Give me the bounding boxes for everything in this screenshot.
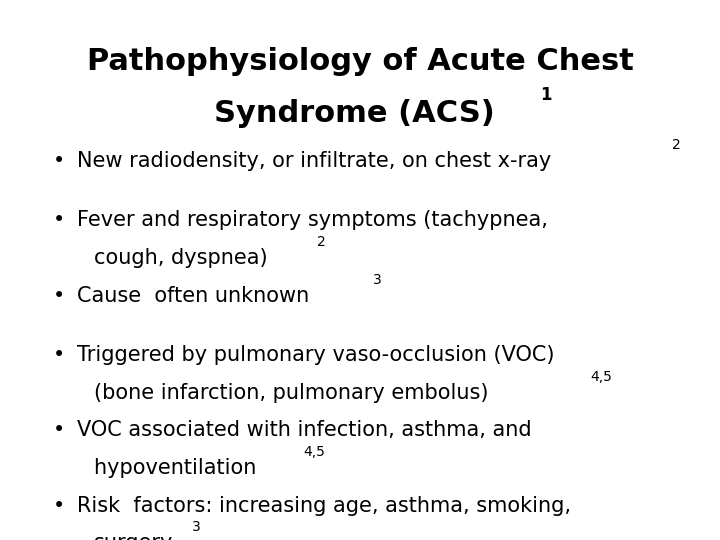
Text: hypoventilation: hypoventilation (94, 458, 263, 478)
Text: VOC associated with infection, asthma, and: VOC associated with infection, asthma, a… (76, 420, 531, 440)
Text: 3: 3 (192, 521, 201, 535)
Text: cough, dyspnea): cough, dyspnea) (94, 248, 274, 268)
Text: 4,5: 4,5 (591, 370, 613, 384)
Text: (bone infarction, pulmonary embolus): (bone infarction, pulmonary embolus) (94, 383, 495, 403)
Text: Triggered by pulmonary vaso-occlusion (VOC): Triggered by pulmonary vaso-occlusion (V… (76, 345, 554, 365)
Text: Syndrome (ACS): Syndrome (ACS) (215, 99, 505, 128)
Text: 4,5: 4,5 (303, 445, 325, 459)
Text: •: • (53, 345, 65, 365)
Text: New radiodensity, or infiltrate, on chest x-ray: New radiodensity, or infiltrate, on ches… (76, 151, 557, 171)
Text: •: • (53, 496, 65, 516)
Text: Risk  factors: increasing age, asthma, smoking,: Risk factors: increasing age, asthma, sm… (76, 496, 571, 516)
Text: Cause  often unknown: Cause often unknown (76, 286, 315, 306)
Text: Fever and respiratory symptoms (tachypnea,: Fever and respiratory symptoms (tachypne… (76, 211, 547, 231)
Text: •: • (53, 420, 65, 440)
Text: 2: 2 (672, 138, 681, 152)
Text: Pathophysiology of Acute Chest: Pathophysiology of Acute Chest (86, 47, 634, 76)
Text: •: • (53, 211, 65, 231)
Text: 3: 3 (372, 273, 382, 287)
Text: •: • (53, 151, 65, 171)
Text: 1: 1 (541, 86, 552, 104)
Text: 2: 2 (318, 235, 326, 249)
Text: surgery: surgery (94, 534, 174, 540)
Text: •: • (53, 286, 65, 306)
